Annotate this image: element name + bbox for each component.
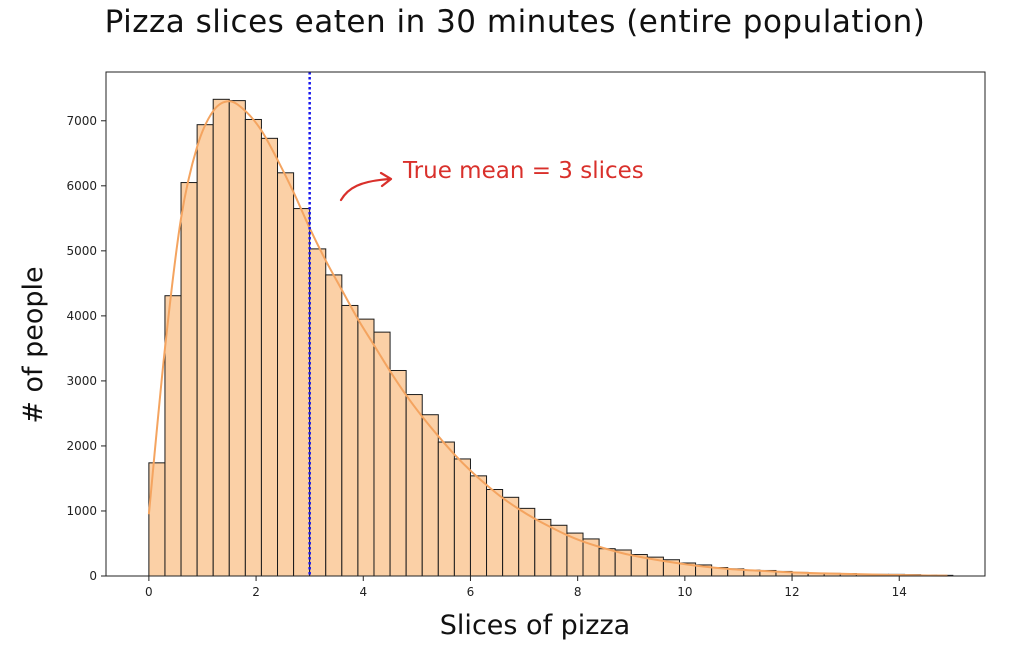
chart-title: Pizza slices eaten in 30 minutes (entire… [104, 4, 926, 40]
histogram-bar [437, 441, 455, 577]
histogram-bar [309, 248, 327, 577]
histogram-bar [293, 208, 311, 577]
histogram-bar [212, 98, 230, 577]
histogram-bar [534, 518, 552, 577]
kde-curve [147, 100, 948, 577]
histogram-bar [405, 394, 423, 577]
histogram-bar [421, 414, 439, 577]
y-tick-label: 5000 [66, 244, 97, 258]
x-axis-title: Slices of pizza [440, 610, 630, 641]
histogram-bar [228, 100, 246, 577]
histogram-bar [598, 548, 616, 577]
plot-frame [105, 71, 986, 577]
x-tick-label: 14 [892, 585, 907, 599]
histogram-bar [469, 475, 488, 577]
y-tick-label: 3000 [66, 374, 97, 388]
y-tick-label: 1000 [66, 504, 97, 518]
x-axis: 0 2 4 6 8 10 12 14 [145, 576, 907, 599]
y-axis-title: # of people [18, 266, 49, 423]
y-tick-label: 0 [89, 569, 97, 583]
histogram-bar [325, 274, 343, 577]
y-tick-label: 6000 [66, 179, 97, 193]
histogram-bar [453, 458, 471, 577]
histogram-bar [341, 304, 359, 577]
histogram-bar [277, 172, 295, 577]
y-tick-label: 4000 [66, 309, 97, 323]
x-tick-label: 6 [467, 585, 475, 599]
x-tick-label: 12 [784, 585, 799, 599]
y-tick-label: 2000 [66, 439, 97, 453]
x-tick-label: 4 [359, 585, 367, 599]
y-tick-label: 7000 [66, 114, 97, 128]
histogram-bar [180, 182, 198, 577]
x-tick-label: 0 [145, 585, 153, 599]
histogram-bar [357, 318, 375, 577]
x-tick-label: 8 [574, 585, 582, 599]
bars-group [148, 98, 954, 577]
x-tick-label: 2 [252, 585, 260, 599]
histogram-bar [486, 489, 504, 577]
y-axis: 0 1000 2000 3000 4000 5000 6000 7000 [66, 114, 106, 583]
x-tick-label: 10 [677, 585, 692, 599]
histogram-bar [502, 496, 520, 577]
histogram-bar [260, 137, 279, 577]
annotation-arrow [339, 171, 393, 202]
annotation-label: True mean = 3 slices [402, 158, 644, 184]
histogram-bar [244, 118, 262, 577]
histogram-bar [164, 295, 182, 577]
histogram-bar [389, 369, 407, 577]
histogram-bar [196, 124, 214, 577]
